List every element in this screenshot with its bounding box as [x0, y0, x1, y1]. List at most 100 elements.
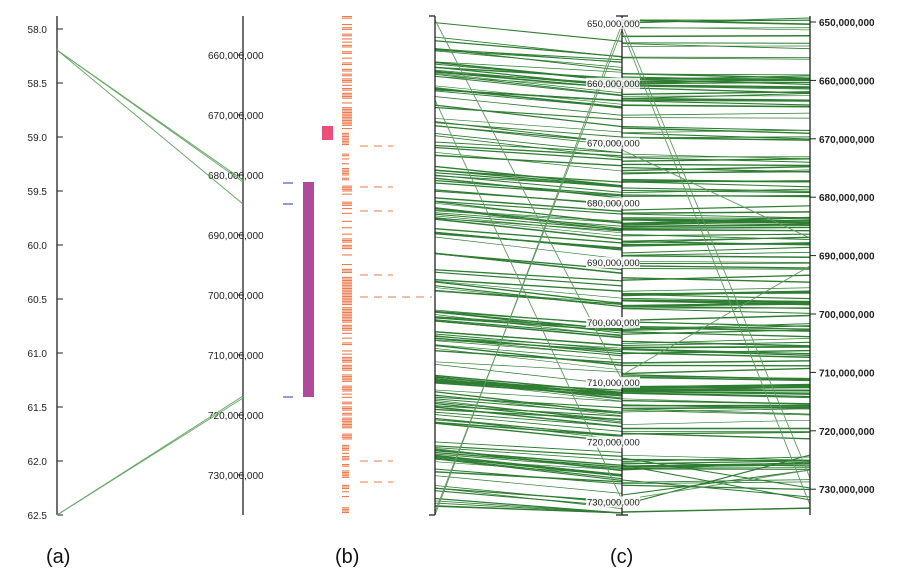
map-links [56, 49, 244, 516]
synteny-link [434, 271, 623, 287]
density-stripe [342, 102, 352, 104]
density-stripe [342, 435, 352, 437]
density-stripe [342, 244, 352, 246]
synteny-link [434, 333, 623, 351]
synteny-link [434, 104, 623, 128]
synteny-link [621, 26, 811, 31]
synteny-link [621, 454, 811, 461]
density-stripe [342, 284, 352, 286]
synteny-link [434, 146, 623, 161]
density-stripe [342, 473, 349, 475]
synteny-link [621, 404, 811, 410]
density-stripe [342, 107, 352, 109]
synteny-link [621, 374, 811, 380]
synteny-link [434, 457, 623, 480]
density-stripe [342, 385, 352, 387]
density-stripe [342, 496, 349, 498]
density-stripe [342, 475, 349, 477]
synteny-link [621, 100, 811, 106]
bp-tick-label: 700,000,000 [208, 291, 264, 302]
gene-links [360, 145, 432, 483]
density-stripe [342, 33, 352, 35]
synteny-link [434, 449, 623, 467]
density-stripe [342, 113, 352, 115]
synteny-link [621, 219, 811, 225]
density-stripe [342, 278, 352, 280]
chr-tick-label: 710,000,000 [587, 378, 640, 389]
synteny-link [621, 165, 811, 172]
synteny-link [434, 40, 623, 58]
density-stripe [342, 41, 352, 43]
density-stripe [342, 121, 352, 123]
synteny-link [621, 386, 811, 392]
synteny-link [434, 48, 623, 61]
density-stripe [342, 137, 349, 139]
density-stripe [342, 115, 352, 117]
density-stripe [342, 318, 352, 320]
density-stripe [342, 169, 349, 171]
synteny-link [621, 132, 811, 140]
chr-tick-label: 710,000,000 [819, 368, 875, 379]
density-stripe [342, 457, 349, 459]
synteny-link [434, 389, 623, 402]
synteny-link [621, 157, 811, 163]
density-stripe [342, 420, 352, 422]
synteny-link [434, 411, 623, 427]
synteny-link [434, 382, 623, 397]
density-stripe [342, 300, 352, 302]
density-stripe [342, 459, 349, 461]
synteny-link [434, 48, 623, 71]
synteny-link [621, 251, 811, 256]
synteny-link [434, 285, 623, 308]
synteny-link [621, 260, 811, 263]
density-stripe [342, 280, 352, 282]
chr-axis-middle: 650,000,000 660,000,000 670,000,000 680,000… [586, 15, 640, 516]
chr-tick-label: 690,000,000 [587, 258, 640, 269]
synteny-link [621, 219, 811, 224]
density-stripe [342, 302, 352, 304]
density-stripe [342, 291, 352, 293]
synteny-link [434, 475, 623, 494]
inversion-link [434, 23, 623, 516]
synteny-link [621, 136, 811, 139]
density-stripe [342, 313, 352, 315]
density-stripe [342, 44, 352, 46]
synteny-link [434, 73, 623, 96]
density-stripe [342, 408, 352, 410]
density-stripe [342, 436, 352, 438]
density-stripe [342, 406, 352, 408]
density-stripe [342, 297, 352, 299]
synteny-link [621, 479, 811, 483]
density-stripe [342, 68, 352, 70]
density-stripe [342, 70, 352, 72]
density-stripe [342, 324, 352, 326]
synteny-link [621, 392, 811, 399]
density-stripe [342, 46, 352, 48]
density-stripe [342, 315, 352, 317]
chr-tick-label: 720,000,000 [819, 427, 875, 438]
synteny-link [621, 95, 811, 97]
synteny-link [621, 233, 811, 241]
density-stripe [342, 508, 349, 510]
density-stripe [342, 281, 352, 283]
synteny-link [434, 408, 623, 421]
synteny-link [434, 207, 623, 230]
synteny-link [434, 406, 623, 428]
synteny-link [621, 226, 811, 229]
density-stripe [342, 268, 352, 270]
inversion-link [621, 29, 811, 506]
density-stripe [342, 337, 352, 339]
tick-label-bg [586, 197, 640, 209]
synteny-link [434, 200, 623, 215]
chr-tick-label: 650,000,000 [819, 18, 875, 29]
synteny-link [434, 361, 623, 373]
synteny-link [621, 338, 811, 344]
density-stripe [342, 344, 352, 346]
density-stripe [342, 393, 352, 395]
synteny-link [621, 308, 811, 314]
tick-label-bg [586, 137, 640, 149]
density-stripe [342, 118, 352, 120]
density-stripe [342, 168, 349, 170]
gene-density-track [342, 16, 352, 514]
synteny-link [434, 335, 623, 355]
